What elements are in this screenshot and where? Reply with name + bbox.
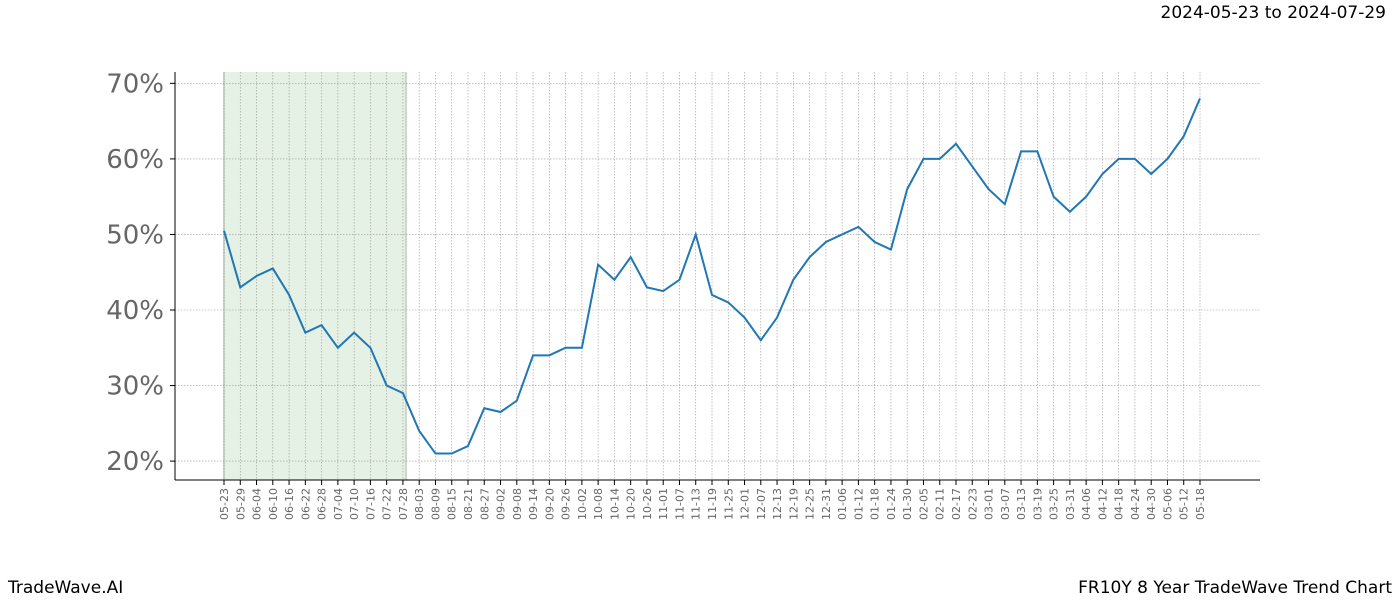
x-tick-label: 03-19	[1031, 488, 1044, 520]
x-tick-label: 06-28	[316, 488, 329, 520]
x-tick-label: 06-10	[267, 488, 280, 520]
x-tick-label: 02-11	[934, 488, 947, 520]
x-tick-label: 03-25	[1048, 488, 1061, 520]
x-tick-label: 06-22	[299, 488, 312, 520]
x-tick-label: 05-29	[234, 488, 247, 520]
x-tick-label: 10-26	[641, 488, 654, 520]
footer-right: FR10Y 8 Year TradeWave Trend Chart	[1078, 578, 1392, 598]
x-tick-label: 07-28	[397, 488, 410, 520]
y-tick-label: 50%	[106, 220, 164, 250]
x-tick-label: 03-31	[1064, 488, 1077, 520]
x-tick-label: 12-31	[820, 488, 833, 520]
x-tick-label: 09-14	[527, 488, 540, 520]
y-tick-label: 60%	[106, 145, 164, 175]
x-tick-label: 04-12	[1096, 488, 1109, 520]
x-tick-label: 09-20	[543, 488, 556, 520]
x-tick-label: 10-20	[625, 488, 638, 520]
x-tick-label: 02-23	[966, 488, 979, 520]
x-tick-label: 12-01	[739, 488, 752, 520]
x-tick-label: 12-07	[755, 488, 768, 520]
y-tick-label: 30%	[106, 372, 164, 402]
x-tick-label: 04-24	[1129, 488, 1142, 520]
x-tick-label: 01-18	[869, 488, 882, 520]
x-tick-label: 10-02	[576, 488, 589, 520]
x-tick-label: 10-08	[592, 488, 605, 520]
footer-left: TradeWave.AI	[7, 578, 123, 598]
x-tick-label: 01-30	[901, 488, 914, 520]
x-tick-label: 12-13	[771, 488, 784, 520]
x-tick-label: 12-19	[787, 488, 800, 520]
x-tick-label: 10-14	[608, 488, 621, 520]
x-tick-label: 02-17	[950, 488, 963, 520]
y-tick-label: 20%	[106, 447, 164, 477]
x-tick-label: 06-16	[283, 488, 296, 520]
x-tick-label: 08-03	[413, 488, 426, 520]
x-tick-label: 05-23	[218, 488, 231, 520]
x-tick-label: 03-13	[1015, 488, 1028, 520]
x-tick-label: 12-25	[804, 488, 817, 520]
x-tick-label: 05-18	[1194, 488, 1207, 520]
x-tick-label: 11-13	[690, 488, 703, 520]
x-tick-label: 01-24	[885, 488, 898, 520]
x-tick-label: 04-18	[1113, 488, 1126, 520]
chart-title: 2024-05-23 to 2024-07-29	[1161, 3, 1386, 23]
x-tick-label: 08-15	[446, 488, 459, 520]
x-tick-label: 11-07	[673, 488, 686, 520]
x-tick-label: 08-09	[429, 488, 442, 520]
x-tick-label: 07-10	[348, 488, 361, 520]
x-tick-label: 09-08	[511, 488, 524, 520]
x-tick-label: 01-12	[852, 488, 865, 520]
x-tick-label: 11-01	[657, 488, 670, 520]
x-tick-label: 09-26	[560, 488, 573, 520]
x-tick-label: 03-07	[999, 488, 1012, 520]
x-tick-label: 04-30	[1145, 488, 1158, 520]
x-tick-label: 05-06	[1161, 488, 1174, 520]
series-line	[223, 98, 1201, 455]
x-tick-label: 07-22	[381, 488, 394, 520]
x-tick-label: 05-12	[1178, 488, 1191, 520]
x-tick-label: 11-19	[706, 488, 719, 520]
x-tick-label: 09-02	[495, 488, 508, 520]
x-tick-label: 04-06	[1080, 488, 1093, 520]
y-tick-label: 40%	[106, 296, 164, 326]
x-tick-label: 06-04	[251, 488, 264, 520]
x-tick-label: 02-05	[917, 488, 930, 520]
x-tick-label: 08-21	[462, 488, 475, 520]
x-tick-label: 11-25	[722, 488, 735, 520]
x-tick-label: 08-27	[478, 488, 491, 520]
x-tick-label: 03-01	[983, 488, 996, 520]
highlight-band	[224, 72, 406, 480]
x-tick-label: 01-06	[836, 488, 849, 520]
y-tick-label: 70%	[106, 69, 164, 99]
x-tick-label: 07-04	[332, 488, 345, 520]
x-tick-label: 07-16	[364, 488, 377, 520]
